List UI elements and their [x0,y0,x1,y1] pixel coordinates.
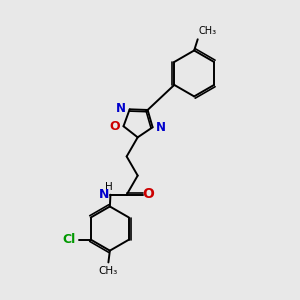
Text: N: N [156,121,166,134]
Text: H: H [105,182,113,192]
Text: CH₃: CH₃ [198,26,216,36]
Text: O: O [109,120,120,133]
Text: CH₃: CH₃ [99,266,118,276]
Text: Cl: Cl [63,232,76,245]
Text: N: N [116,102,126,115]
Text: N: N [99,188,109,201]
Text: O: O [142,187,154,201]
